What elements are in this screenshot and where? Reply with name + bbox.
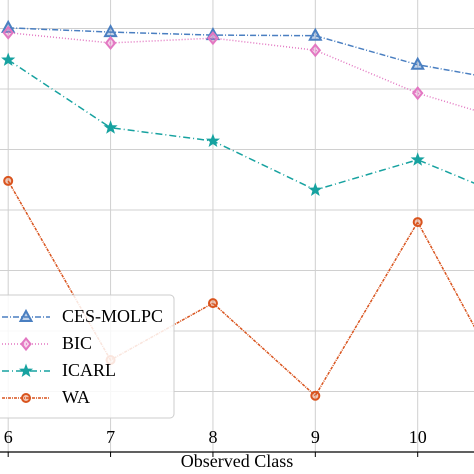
marker <box>18 363 34 378</box>
marker <box>18 308 34 322</box>
x-axis-label: Observed Class <box>181 451 293 471</box>
marker <box>308 182 323 197</box>
marker <box>411 86 424 101</box>
marker <box>20 336 32 352</box>
marker <box>410 56 425 70</box>
marker <box>1 52 16 66</box>
legend: CES-MOLPC BIC ICARL WA <box>0 294 175 419</box>
legend-label: BIC <box>62 333 92 353</box>
series-line <box>7 180 474 397</box>
marker <box>3 175 14 186</box>
x-tick-label: 6 <box>4 427 13 447</box>
series-line <box>7 59 474 191</box>
marker <box>2 25 14 40</box>
marker <box>21 393 31 403</box>
legend-label: CES-MOLPC <box>62 306 163 326</box>
x-tick-label: 8 <box>208 427 217 447</box>
marker <box>308 27 323 41</box>
x-tick-label: 9 <box>311 427 320 447</box>
marker <box>207 298 218 309</box>
legend-box <box>0 294 175 419</box>
legend-label: ICARL <box>62 360 116 380</box>
marker <box>104 35 117 51</box>
marker <box>103 23 118 38</box>
marker <box>103 120 118 134</box>
x-tick-label: 10 <box>409 427 427 447</box>
marker <box>207 31 219 46</box>
x-tick-label: 7 <box>106 427 115 447</box>
plot-area <box>0 19 474 401</box>
series-line <box>8 27 474 76</box>
marker <box>310 390 321 401</box>
marker <box>410 152 425 166</box>
marker <box>412 217 423 228</box>
series-line <box>8 31 474 111</box>
marker <box>205 133 221 148</box>
marker <box>309 43 322 58</box>
legend-label: WA <box>62 387 90 407</box>
